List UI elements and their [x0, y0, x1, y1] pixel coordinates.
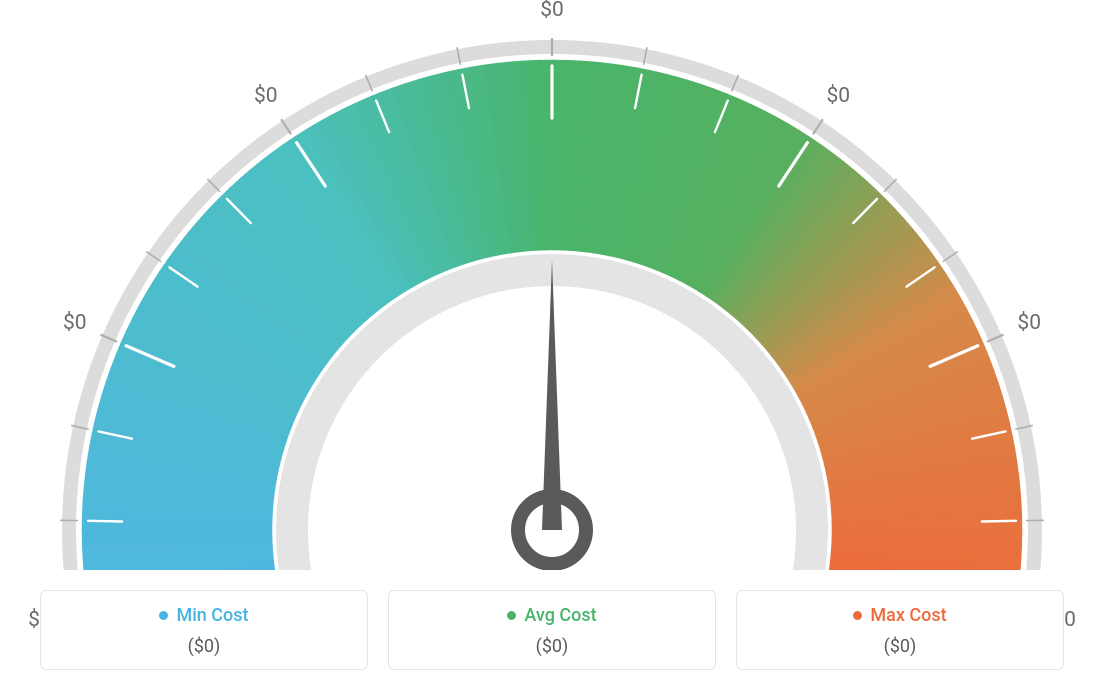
gauge-tick-label: $0 [826, 84, 850, 108]
legend-value-avg: ($0) [399, 636, 705, 657]
legend-card-max: Max Cost ($0) [736, 590, 1064, 670]
gauge-tick-label: $0 [540, 0, 564, 22]
legend-card-min: Min Cost ($0) [40, 590, 368, 670]
legend-title-min-text: Min Cost [176, 605, 248, 626]
gauge-svg [27, 10, 1077, 570]
legend-card-avg: Avg Cost ($0) [388, 590, 716, 670]
legend-value-min: ($0) [51, 636, 357, 657]
legend-title-max: Max Cost [853, 605, 946, 626]
legend-value-max: ($0) [747, 636, 1053, 657]
gauge-tick-label: $0 [254, 84, 278, 108]
legend-row: Min Cost ($0) Avg Cost ($0) Max Cost ($0… [40, 590, 1064, 670]
legend-title-avg-text: Avg Cost [524, 605, 596, 626]
legend-dot-max [853, 611, 862, 620]
gauge-wrap: $0$0$0$0$0$0$0 [27, 10, 1077, 570]
legend-dot-min [159, 611, 168, 620]
gauge-tick-label: $0 [1017, 311, 1041, 335]
legend-title-avg: Avg Cost [507, 605, 596, 626]
legend-title-max-text: Max Cost [870, 605, 946, 626]
gauge-tick-label: $0 [63, 311, 87, 335]
legend-dot-avg [507, 611, 516, 620]
gauge-chart-container: $0$0$0$0$0$0$0 Min Cost ($0) Avg Cost ($… [0, 0, 1104, 690]
legend-title-min: Min Cost [159, 605, 248, 626]
